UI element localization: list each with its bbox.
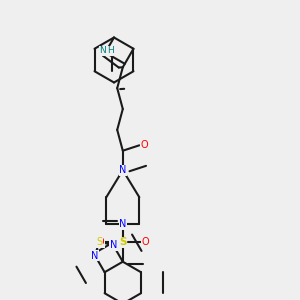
Text: N: N — [119, 219, 127, 229]
Text: O: O — [97, 237, 104, 247]
Text: N: N — [100, 46, 106, 55]
Text: S: S — [96, 236, 102, 247]
Text: O: O — [142, 237, 149, 247]
Text: N: N — [119, 165, 127, 175]
Text: S: S — [119, 237, 127, 247]
Text: O: O — [141, 140, 148, 150]
Text: H: H — [107, 46, 114, 55]
Text: N: N — [92, 251, 99, 261]
Text: N: N — [110, 240, 117, 250]
